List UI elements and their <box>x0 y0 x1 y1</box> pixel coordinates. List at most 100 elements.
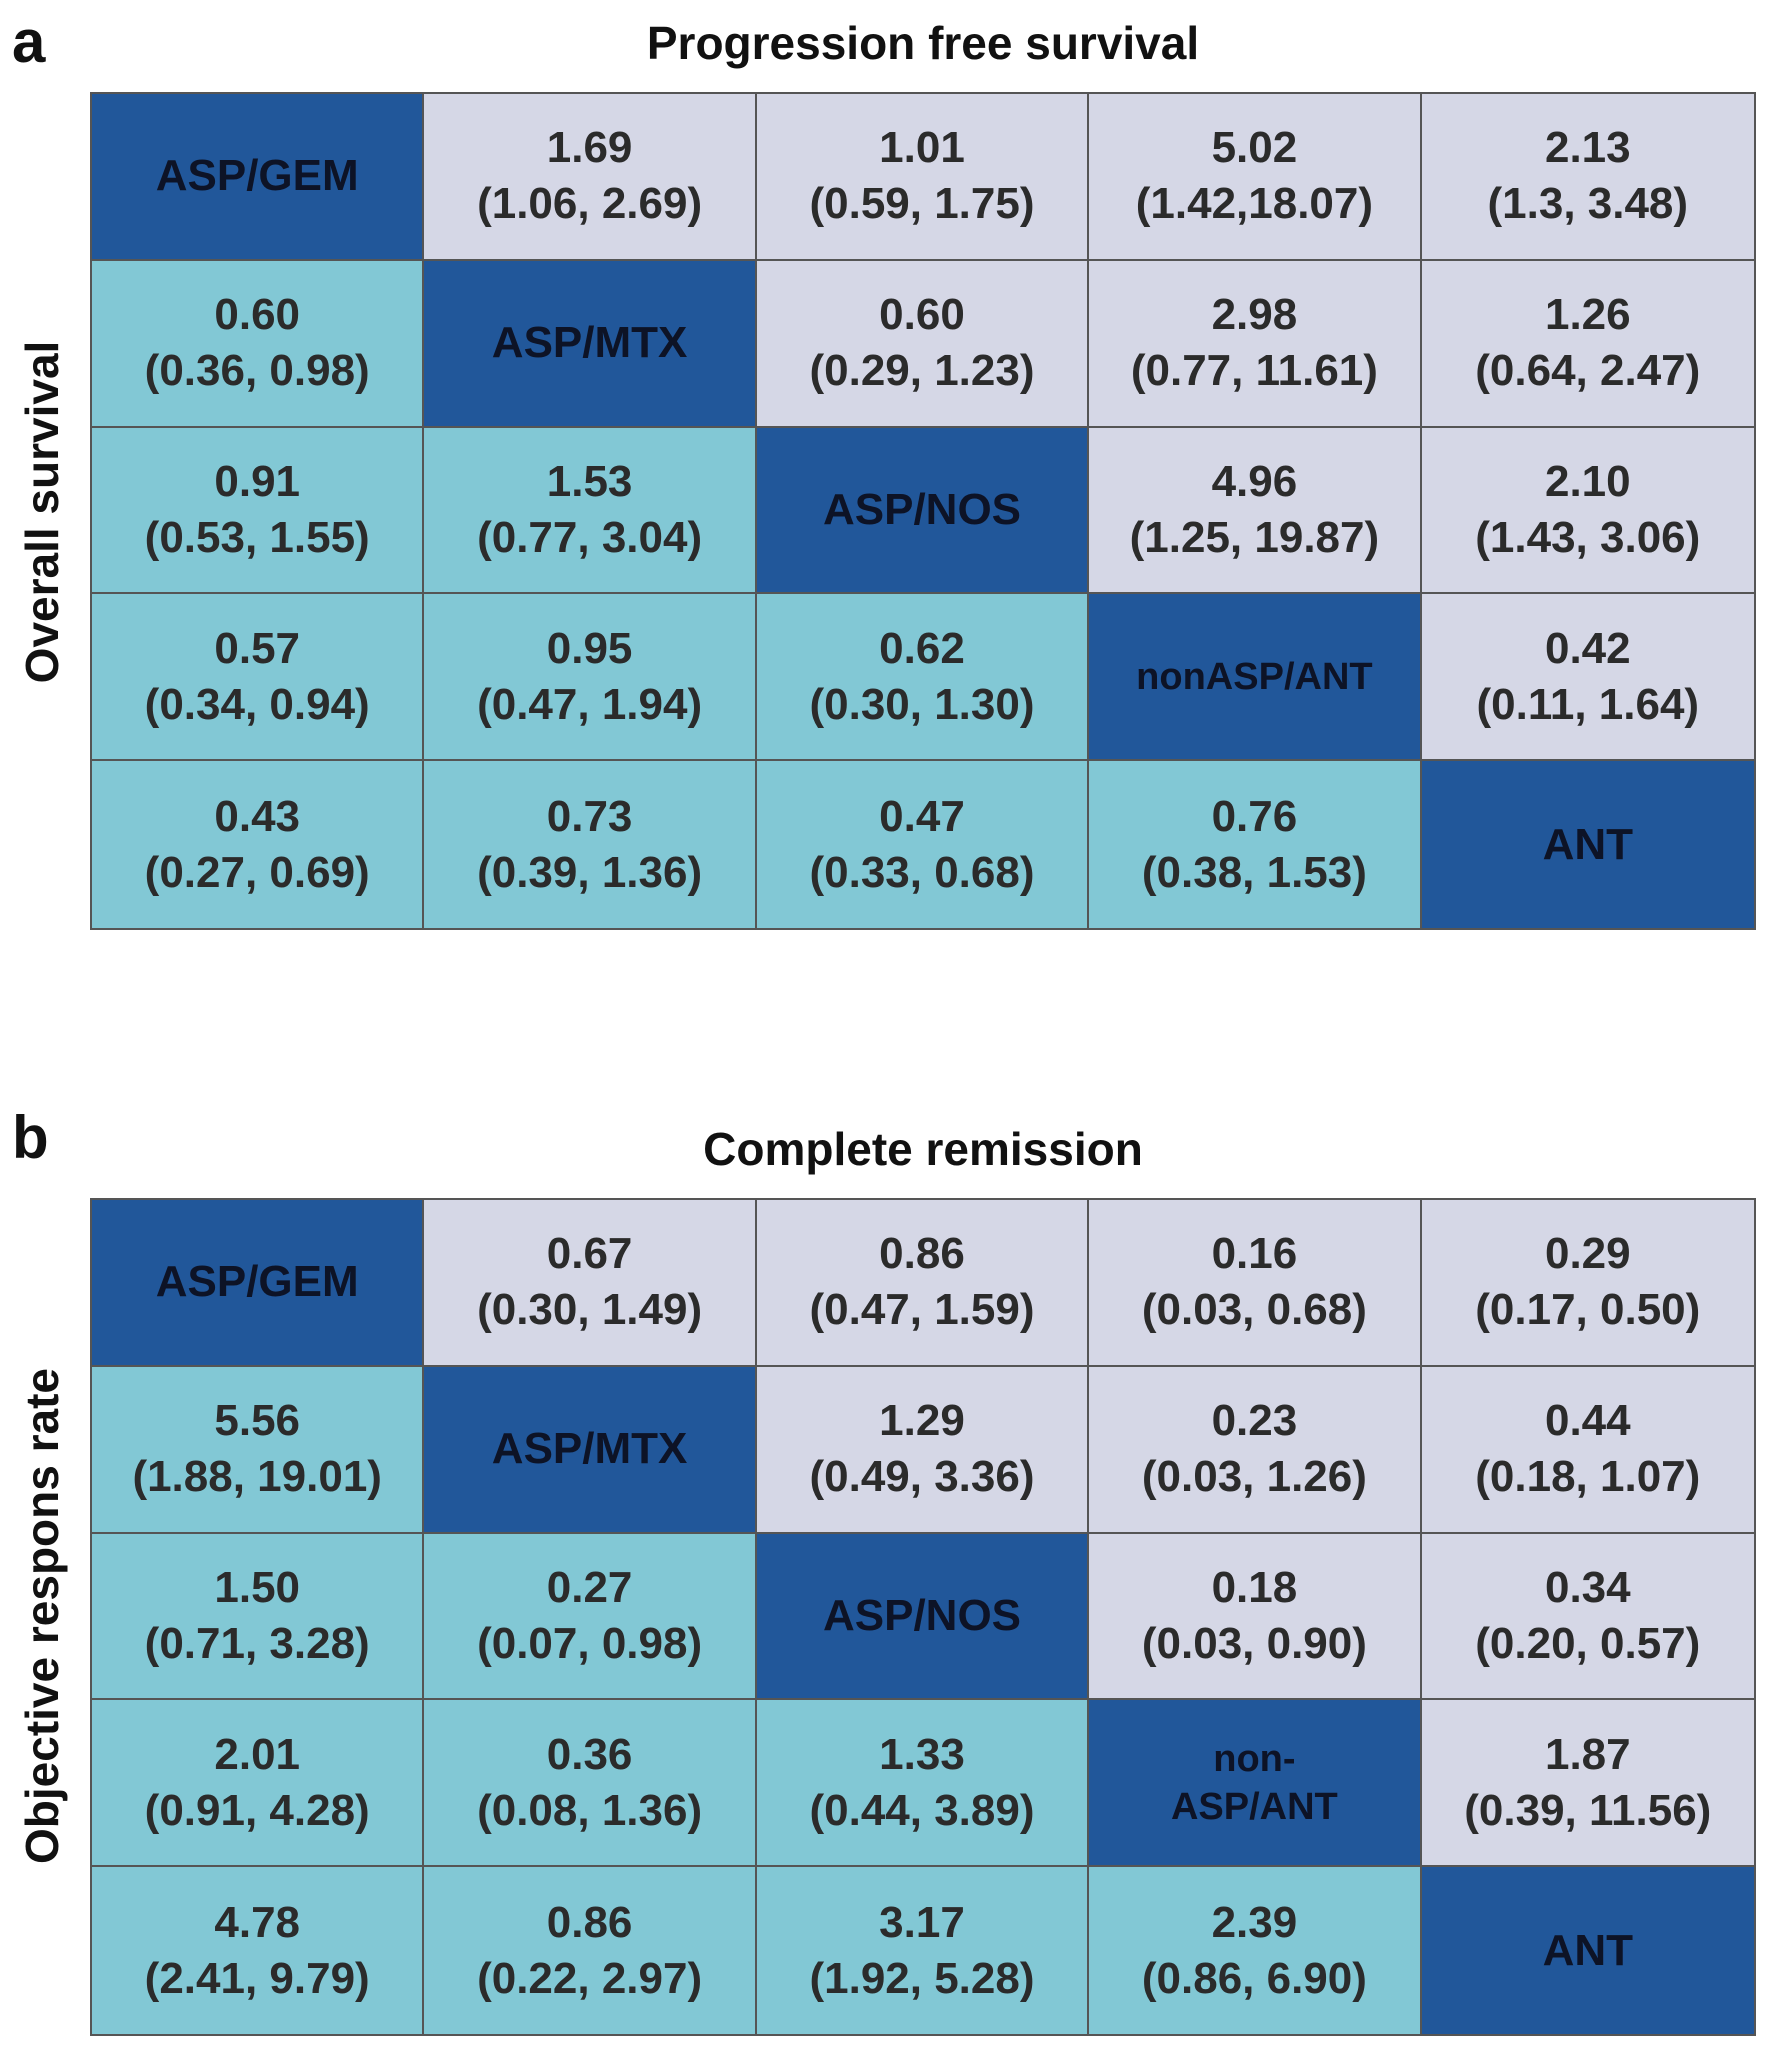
lower-comparison-cell: 2.39 (0.86, 6.90) <box>1089 1867 1422 2034</box>
confidence-interval: (0.47, 1.94) <box>477 679 703 729</box>
upper-comparison-cell: 0.23 (0.03, 1.26) <box>1089 1366 1422 1534</box>
lower-comparison-cell: 0.43 (0.27, 0.69) <box>92 761 425 928</box>
estimate-value: 1.69 <box>546 123 633 173</box>
confidence-interval: (1.92, 5.28) <box>809 1953 1035 2003</box>
upper-comparison-cell: 0.67 (0.30, 1.49) <box>424 1200 757 1367</box>
confidence-interval: (0.03, 0.68) <box>1141 1285 1367 1335</box>
panel-b-title: Complete remission <box>703 1123 1143 1175</box>
estimate-value: 0.18 <box>1211 1562 1298 1612</box>
confidence-interval: (0.03, 0.90) <box>1141 1618 1367 1668</box>
confidence-interval: (1.25, 19.87) <box>1129 512 1380 562</box>
treatment-label: ASP/ANT <box>1170 1785 1338 1828</box>
upper-comparison-cell: 5.02 (1.42,18.07) <box>1089 94 1422 261</box>
lower-comparison-cell: 0.57 (0.34, 0.94) <box>92 594 425 762</box>
diagonal-treatment-cell: ANT <box>1421 761 1754 928</box>
upper-comparison-cell: 1.29 (0.49, 3.36) <box>756 1366 1090 1534</box>
panel-b-ylabel: Objective respons rate <box>16 1368 68 1864</box>
estimate-value: 0.73 <box>546 791 633 841</box>
confidence-interval: (0.33, 0.68) <box>809 847 1035 897</box>
treatment-label: ANT <box>1542 1925 1633 1975</box>
estimate-value: 0.42 <box>1544 623 1631 673</box>
panel-b-matrix: ASP/GEM 0.67 (0.30, 1.49) 0.86 (0.47, 1.59) 0… <box>90 1198 1756 2036</box>
estimate-value: 1.26 <box>1544 290 1631 340</box>
estimate-value: 0.43 <box>214 791 301 841</box>
lower-comparison-cell: 0.36 (0.08, 1.36) <box>424 1700 757 1868</box>
lower-comparison-cell: 0.62 (0.30, 1.30) <box>756 594 1090 762</box>
confidence-interval: (0.77, 11.61) <box>1130 346 1378 396</box>
upper-comparison-cell: 4.96 (1.25, 19.87) <box>1089 427 1422 595</box>
estimate-value: 0.23 <box>1211 1396 1298 1446</box>
upper-comparison-cell: 0.42 (0.11, 1.64) <box>1421 594 1754 762</box>
diagonal-treatment-cell: ASP/GEM <box>92 1200 425 1367</box>
confidence-interval: (0.30, 1.30) <box>809 679 1035 729</box>
treatment-label: ASP/GEM <box>155 1257 359 1307</box>
estimate-value: 1.01 <box>879 123 965 173</box>
estimate-value: 0.91 <box>214 456 301 506</box>
diagonal-treatment-cell: ANT <box>1421 1867 1754 2034</box>
confidence-interval: (0.27, 0.69) <box>144 847 370 897</box>
treatment-label: ANT <box>1542 819 1633 869</box>
diagonal-treatment-cell: ASP/MTX <box>424 260 757 428</box>
estimate-value: 0.47 <box>879 791 965 841</box>
confidence-interval: (0.64, 2.47) <box>1475 346 1701 396</box>
estimate-value: 5.02 <box>1211 123 1298 173</box>
estimate-value: 4.78 <box>214 1897 301 1947</box>
lower-comparison-cell: 0.73 (0.39, 1.36) <box>424 761 757 928</box>
treatment-label: ASP/MTX <box>491 1424 688 1474</box>
estimate-value: 3.17 <box>879 1897 965 1947</box>
upper-comparison-cell: 0.16 (0.03, 0.68) <box>1089 1200 1422 1367</box>
diagonal-treatment-cell: ASP/MTX <box>424 1366 757 1534</box>
estimate-value: 0.95 <box>546 623 633 673</box>
estimate-value: 2.98 <box>1211 290 1298 340</box>
panel-letter-a: a <box>12 8 46 75</box>
lower-comparison-cell: 0.60 (0.36, 0.98) <box>92 260 425 428</box>
lower-comparison-cell: 2.01 (0.91, 4.28) <box>92 1700 425 1868</box>
lower-comparison-cell: 0.76 (0.38, 1.53) <box>1089 761 1422 928</box>
estimate-value: 0.44 <box>1544 1396 1631 1446</box>
estimate-value: 2.10 <box>1544 456 1631 506</box>
confidence-interval: (2.41, 9.79) <box>144 1953 370 2003</box>
lower-comparison-cell: 0.47 (0.33, 0.68) <box>756 761 1090 928</box>
lower-comparison-cell: 0.86 (0.22, 2.97) <box>424 1867 757 2034</box>
upper-comparison-cell: 0.29 (0.17, 0.50) <box>1421 1200 1754 1367</box>
estimate-value: 0.36 <box>546 1729 633 1779</box>
lower-comparison-cell: 1.50 (0.71, 3.28) <box>92 1533 425 1701</box>
panel-a-title: Progression free survival <box>646 17 1200 69</box>
estimate-value: 0.76 <box>1211 791 1298 841</box>
confidence-interval: (0.86, 6.90) <box>1141 1953 1367 2003</box>
confidence-interval: (0.47, 1.59) <box>809 1285 1035 1335</box>
diagonal-treatment-cell: non- ASP/ANT <box>1089 1700 1422 1868</box>
estimate-value: 1.33 <box>879 1729 965 1779</box>
estimate-value: 0.60 <box>879 290 965 340</box>
confidence-interval: (0.18, 1.07) <box>1475 1452 1701 1502</box>
confidence-interval: (0.17, 0.50) <box>1475 1285 1701 1335</box>
confidence-interval: (0.11, 1.64) <box>1476 679 1700 729</box>
estimate-value: 1.50 <box>214 1562 301 1612</box>
treatment-label: ASP/NOS <box>822 1590 1022 1640</box>
confidence-interval: (0.39, 11.56) <box>1464 1785 1712 1835</box>
confidence-interval: (0.29, 1.23) <box>809 346 1035 396</box>
confidence-interval: (1.3, 3.48) <box>1487 179 1689 229</box>
lower-comparison-cell: 1.53 (0.77, 3.04) <box>424 427 757 595</box>
confidence-interval: (1.88, 19.01) <box>132 1452 382 1502</box>
upper-comparison-cell: 1.69 (1.06, 2.69) <box>424 94 757 261</box>
confidence-interval: (0.34, 0.94) <box>144 679 370 729</box>
diagonal-treatment-cell: ASP/GEM <box>92 94 425 261</box>
estimate-value: 2.13 <box>1544 123 1631 173</box>
estimate-value: 4.96 <box>1211 456 1298 506</box>
lower-comparison-cell: 4.78 (2.41, 9.79) <box>92 1867 425 2034</box>
upper-comparison-cell: 1.01 (0.59, 1.75) <box>756 94 1090 261</box>
confidence-interval: (0.91, 4.28) <box>144 1785 370 1835</box>
lower-comparison-cell: 1.33 (0.44, 3.89) <box>756 1700 1090 1868</box>
estimate-value: 5.56 <box>214 1396 301 1446</box>
estimate-value: 0.16 <box>1211 1229 1298 1279</box>
confidence-interval: (1.42,18.07) <box>1135 179 1374 229</box>
estimate-value: 0.86 <box>879 1229 965 1279</box>
estimate-value: 0.57 <box>214 623 301 673</box>
upper-comparison-cell: 0.44 (0.18, 1.07) <box>1421 1366 1754 1534</box>
upper-comparison-cell: 0.34 (0.20, 0.57) <box>1421 1533 1754 1701</box>
estimate-value: 2.01 <box>214 1729 301 1779</box>
confidence-interval: (0.20, 0.57) <box>1475 1618 1701 1668</box>
confidence-interval: (0.44, 3.89) <box>809 1785 1035 1835</box>
panel-a-ylabel: Overall survival <box>16 340 68 684</box>
